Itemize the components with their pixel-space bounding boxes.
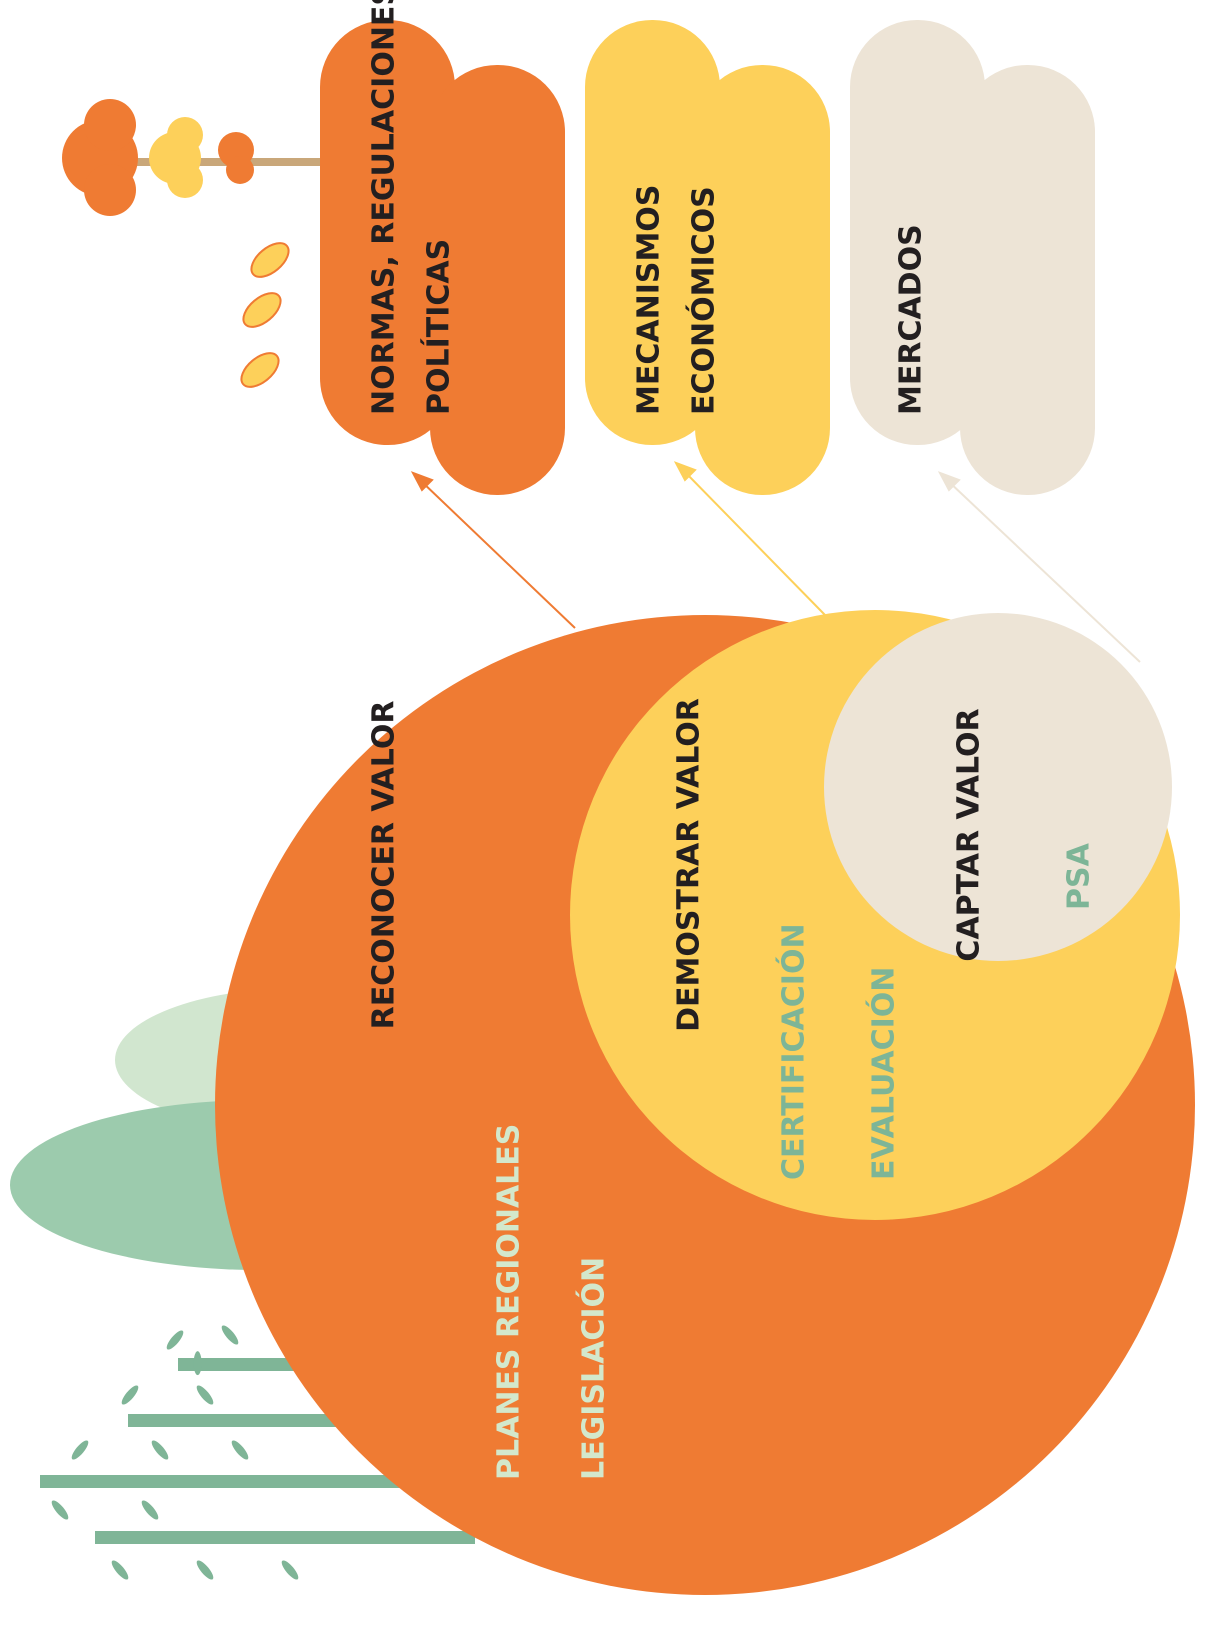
diagram: RECONOCER VALOR PLANES REGIONALES LEGISL… [0,0,1220,1639]
box-label: MECANISMOS [632,185,667,415]
box-mercados [850,20,1095,495]
circle-title: RECONOCER VALOR [367,701,402,1030]
circle-item: EVALUACIÓN [865,967,902,1180]
box-label: ECONÓMICOS [685,186,722,415]
box-label: POLÍTICAS [421,239,457,415]
circle-item: LEGISLACIÓN [575,1257,612,1480]
circle-item: PLANES REGIONALES [492,1124,527,1480]
box-label: MERCADOS [894,224,929,415]
circle-inner [824,613,1172,961]
box-label: NORMAS, REGULACIONES Y [367,0,402,415]
circle-title: DEMOSTRAR VALOR [672,698,707,1032]
circle-title: CAPTAR VALOR [952,708,987,961]
circle-item: CERTIFICACIÓN [775,923,812,1180]
circle-item: PSA [1062,842,1097,910]
